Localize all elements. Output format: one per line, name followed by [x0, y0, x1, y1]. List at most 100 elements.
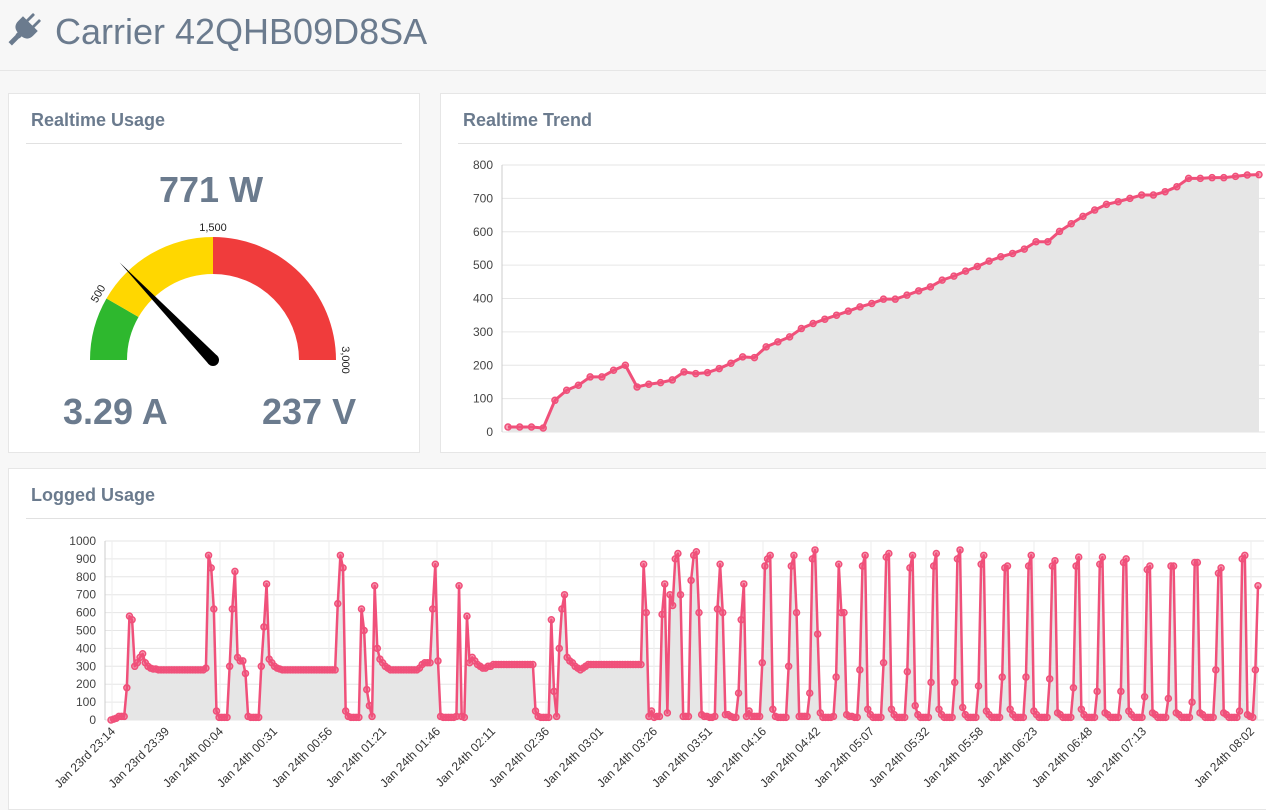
gauge-band-0 — [90, 298, 139, 360]
data-point — [1027, 551, 1035, 560]
data-point — [212, 707, 221, 715]
plug-icon — [8, 13, 41, 46]
y-tick-label: 300 — [473, 325, 493, 339]
data-point — [877, 713, 885, 722]
y-tick-label: 800 — [473, 158, 493, 172]
data-point — [995, 713, 1004, 722]
data-point — [900, 713, 909, 722]
data-point — [811, 546, 819, 554]
data-point — [639, 560, 648, 569]
data-point — [885, 549, 893, 558]
data-point — [334, 599, 342, 608]
data-point — [856, 303, 864, 311]
data-point — [1251, 666, 1260, 674]
data-point — [1146, 562, 1154, 570]
data-point — [231, 567, 239, 576]
data-point — [339, 564, 347, 572]
data-point — [223, 713, 231, 722]
data-point — [1069, 684, 1078, 692]
y-tick-label: 900 — [76, 552, 96, 566]
data-point — [879, 295, 888, 303]
data-point — [835, 560, 843, 569]
y-tick-label: 100 — [76, 695, 96, 709]
data-point — [951, 678, 959, 687]
data-point — [1102, 200, 1111, 209]
y-tick-label: 200 — [76, 677, 96, 691]
data-point — [239, 657, 247, 665]
y-tick-label: 500 — [473, 258, 493, 272]
data-point — [202, 664, 210, 672]
data-point — [1096, 560, 1104, 569]
data-point — [515, 423, 524, 431]
data-point — [558, 605, 566, 613]
data-point — [695, 608, 703, 617]
data-point — [861, 551, 869, 560]
data-point — [647, 707, 656, 715]
data-point — [787, 562, 796, 570]
data-point — [1193, 558, 1202, 567]
data-point — [1254, 582, 1262, 590]
data-point — [637, 660, 645, 669]
data-point — [821, 315, 829, 323]
data-point — [1045, 675, 1054, 683]
data-point — [1072, 562, 1080, 570]
page-header: Carrier 42QHB09D8SA — [0, 0, 1266, 71]
data-point — [734, 689, 743, 697]
data-point — [645, 380, 653, 389]
data-point — [365, 701, 374, 710]
data-point — [813, 630, 822, 638]
data-point — [997, 253, 1005, 261]
data-point — [732, 713, 740, 722]
data-point — [1098, 553, 1107, 561]
data-point — [373, 644, 382, 653]
data-point — [766, 551, 774, 560]
data-point — [363, 685, 371, 694]
data-point — [663, 709, 672, 717]
data-point — [792, 608, 801, 617]
data-point — [658, 610, 666, 619]
data-point — [903, 291, 911, 299]
y-tick-label: 300 — [76, 659, 96, 673]
data-point — [562, 386, 571, 395]
data-point — [336, 551, 345, 560]
data-point — [715, 364, 723, 373]
data-point — [1020, 245, 1029, 253]
y-tick-label: 700 — [76, 588, 96, 602]
gauge-band-1 — [106, 237, 213, 317]
data-point — [929, 562, 938, 570]
data-point — [879, 658, 888, 667]
data-point — [1169, 562, 1178, 570]
y-tick-label: 600 — [473, 225, 493, 239]
data-point — [1173, 182, 1181, 191]
data-point — [1209, 713, 1217, 722]
data-point — [660, 580, 669, 588]
data-point — [891, 295, 899, 303]
data-point — [774, 338, 782, 346]
data-point — [958, 703, 967, 712]
data-point — [1024, 562, 1033, 570]
data-point — [924, 713, 933, 722]
page-title: Carrier 42QHB09D8SA — [55, 11, 428, 52]
data-point — [539, 424, 547, 432]
gauge-tick-label: 3,000 — [339, 346, 351, 374]
data-point — [1161, 187, 1169, 196]
data-point — [853, 713, 861, 722]
data-point — [642, 608, 651, 617]
data-point — [529, 660, 537, 669]
data-point — [1003, 562, 1012, 570]
y-tick-label: 600 — [76, 606, 96, 620]
logged-usage-title: Logged Usage — [31, 485, 156, 505]
realtime-trend-title: Realtime Trend — [463, 110, 593, 130]
data-point — [1255, 170, 1263, 179]
data-point — [1090, 713, 1099, 722]
data-point — [972, 713, 980, 722]
data-point — [761, 562, 769, 570]
data-point — [932, 549, 941, 558]
data-point — [609, 366, 618, 375]
data-point — [1220, 173, 1228, 182]
data-point — [974, 682, 983, 690]
data-point — [953, 555, 962, 563]
data-point — [260, 623, 268, 631]
data-point — [504, 423, 512, 431]
data-point — [1114, 197, 1122, 206]
